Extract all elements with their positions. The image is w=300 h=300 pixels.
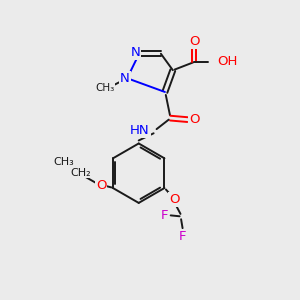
Text: O: O [189,34,200,48]
Text: N: N [120,72,130,85]
Text: CH₂: CH₂ [70,168,91,178]
Text: HN: HN [130,124,149,137]
Text: O: O [96,178,106,192]
Text: F: F [160,209,168,222]
Text: F: F [179,230,186,243]
Text: O: O [189,113,199,126]
Text: CH₃: CH₃ [95,83,114,93]
Text: OH: OH [217,56,237,68]
Text: O: O [169,193,179,206]
Text: CH₃: CH₃ [54,157,75,166]
Text: N: N [130,46,140,59]
